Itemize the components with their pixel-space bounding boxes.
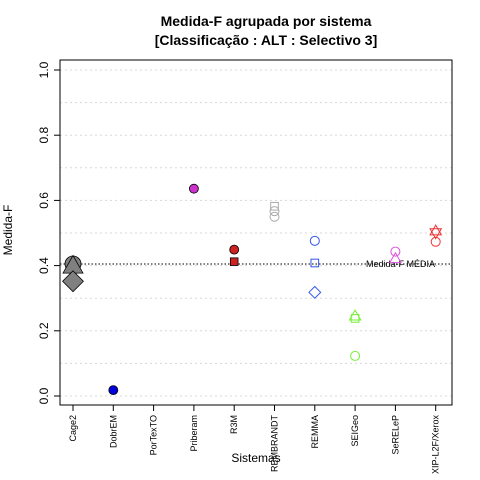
reference-line-label: Medida-F MÉDIA: [366, 259, 435, 269]
x-tick-label: SEIGeo: [350, 415, 360, 447]
x-axis: Cage2 DobrEM PorTexTO Priberam R3M REMBRANDT R…: [68, 405, 441, 474]
plot-frame: [59, 59, 453, 406]
x-tick-label: R3M: [229, 415, 239, 434]
data-point-circle: [269, 211, 280, 222]
data-point-square: [270, 201, 279, 211]
data-point-square: [229, 257, 239, 266]
x-tick-label: REMBRANDT: [270, 415, 280, 473]
data-points: [62, 183, 443, 396]
y-tick-label: 0.6: [37, 192, 51, 209]
x-tick-label: XIP-L2F/Xerox: [431, 415, 441, 475]
grid-lines: [60, 69, 452, 397]
x-tick-label: PorTexTO: [149, 415, 159, 455]
data-point-triangle: [429, 224, 443, 236]
data-point-circle: [309, 235, 320, 246]
data-point-square: [350, 314, 360, 323]
y-axis-label: Medida-F: [1, 205, 15, 256]
data-point-circle: [430, 236, 441, 247]
data-point-circle: [269, 206, 280, 217]
x-tick-label: DobrEM: [108, 415, 118, 448]
x-tick-label: Cage2: [68, 415, 78, 442]
y-tick-label: 0.8: [37, 127, 51, 144]
x-tick-label: SeRELeP: [390, 415, 400, 455]
data-point-circle: [188, 183, 199, 194]
data-point-triangle-down: [429, 228, 443, 240]
y-tick-label: 0.4: [37, 257, 51, 274]
chart-title: Medida-F agrupada por sistema: [161, 13, 372, 29]
data-point-circle: [229, 244, 240, 255]
chart-subtitle: [Classificação : ALT : Selectivo 3]: [155, 32, 378, 48]
reference-line-group: Medida-F MÉDIA: [60, 259, 452, 269]
x-axis-label: Sistemas: [231, 451, 280, 465]
data-point-triangle: [348, 309, 362, 321]
data-point-square: [310, 258, 320, 268]
data-point-diamond: [62, 270, 84, 293]
y-tick-label: 1.0: [37, 61, 51, 78]
data-point-circle: [390, 246, 401, 257]
x-tick-label: REMMA: [310, 415, 320, 449]
data-point-triangle: [388, 251, 402, 264]
x-tick-label: Priberam: [189, 415, 199, 452]
data-point-circle: [108, 385, 119, 396]
y-tick-label: 0.2: [37, 322, 51, 339]
y-tick-label: 0.0: [37, 387, 51, 404]
data-point-diamond: [308, 285, 322, 299]
y-axis: 0.0 0.2 0.4 0.6 0.8 1.0: [37, 61, 60, 404]
data-point-circle: [350, 350, 361, 361]
